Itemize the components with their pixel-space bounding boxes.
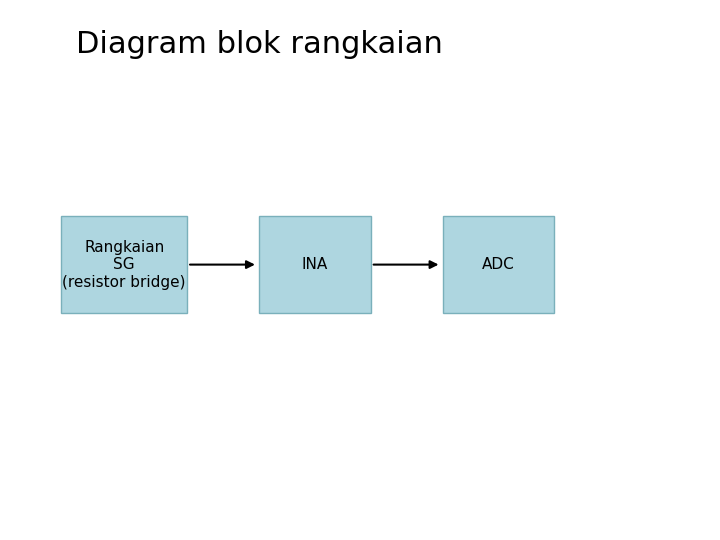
FancyBboxPatch shape bbox=[259, 216, 371, 313]
Text: INA: INA bbox=[302, 257, 328, 272]
FancyBboxPatch shape bbox=[443, 216, 554, 313]
Text: ADC: ADC bbox=[482, 257, 515, 272]
Text: Diagram blok rangkaian: Diagram blok rangkaian bbox=[76, 30, 443, 59]
FancyBboxPatch shape bbox=[61, 216, 187, 313]
Text: Rangkaian
SG
(resistor bridge): Rangkaian SG (resistor bridge) bbox=[63, 240, 186, 289]
